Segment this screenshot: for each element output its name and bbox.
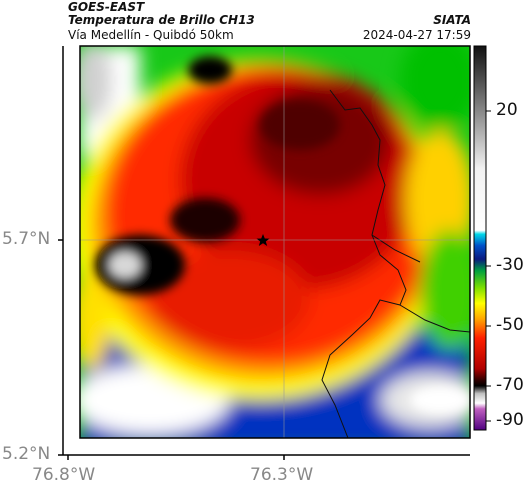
colorbar-label-minus50: -50 <box>496 315 524 335</box>
datetime-label: 2024-04-27 17:59 <box>362 28 471 42</box>
gridlines <box>80 46 470 438</box>
product-title: Temperatura de Brillo CH13 <box>68 13 255 27</box>
x-tick-76-3w: 76.3°W <box>250 465 314 485</box>
colorbar-label-20: 20 <box>496 100 518 120</box>
colorbar-label-minus30: -30 <box>496 255 524 275</box>
colorbar <box>473 45 487 431</box>
colorbar-label-minus70: -70 <box>496 375 524 395</box>
colorbar-label-minus90: -90 <box>496 410 524 430</box>
star-marker <box>256 234 270 246</box>
x-tick-76-8w: 76.8°W <box>32 465 96 485</box>
y-tick-5-7n: 5.7°N <box>2 229 51 249</box>
brightness-temperature-field <box>80 46 470 438</box>
y-tick-5-2n: 5.2°N <box>2 444 51 464</box>
source-label: SIATA <box>433 13 471 27</box>
satellite-title: GOES-EAST <box>68 0 145 14</box>
region-subtitle: Vía Medellín - Quibdó 50km <box>68 28 234 42</box>
map-frame <box>79 45 471 439</box>
